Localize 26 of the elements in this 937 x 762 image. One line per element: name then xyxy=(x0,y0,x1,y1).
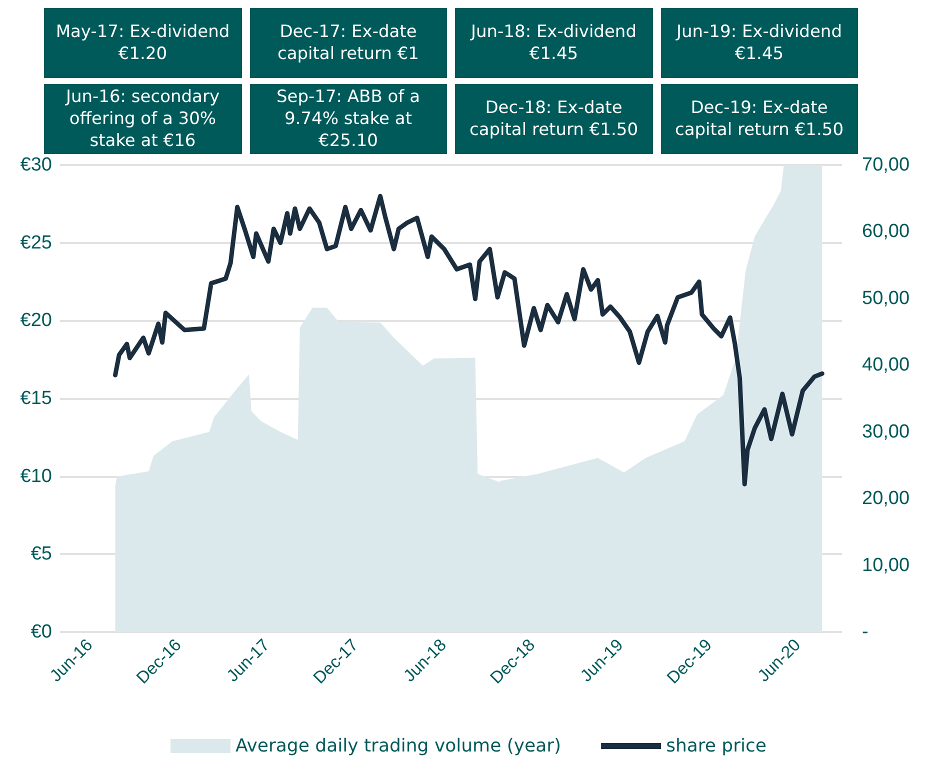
text: Dec-18: Ex-date capital return €1.50 xyxy=(455,84,652,154)
text: Jun-16: secondary offering of a 30% stake at €16 xyxy=(44,84,242,154)
y-tick-label: €30 xyxy=(20,154,52,176)
y-tick-label: €20 xyxy=(20,310,52,332)
y-tick-label: €5 xyxy=(30,544,52,565)
text: Dec-17: Ex-date capital return €1 xyxy=(250,8,447,78)
y-tick-label: €0 xyxy=(30,622,52,642)
line-series xyxy=(112,194,824,486)
y2-tick-label: 50,00 xyxy=(862,288,910,309)
text: May-17: Ex-dividend €1.20 xyxy=(44,8,242,78)
y2-tick-label: 40,00 xyxy=(862,354,910,376)
y2-tick-label: 30,00 xyxy=(862,421,910,442)
y2-tick-label: - xyxy=(862,622,868,642)
text: Sep-17: ABB of a 9.74% stake at €25.10 xyxy=(250,84,447,154)
y-tick-label: €25 xyxy=(20,232,52,254)
y2-tick-label: 10,00 xyxy=(862,554,910,576)
y2-tick-label: 60,00 xyxy=(862,221,910,242)
legend-label: share price xyxy=(666,736,766,756)
legend-label: Average daily trading volume (year) xyxy=(236,736,562,756)
y2-tick-label: 70,00 xyxy=(862,154,910,176)
text: Jun-19: Ex-dividend €1.45 xyxy=(660,8,858,78)
y-tick-label: €10 xyxy=(20,466,52,487)
y-tick-label: €15 xyxy=(20,388,52,409)
text: Dec-19: Ex-date capital return €1.50 xyxy=(660,84,858,154)
text: Jun-18: Ex-dividend €1.45 xyxy=(455,8,652,78)
y2-tick-label: 20,00 xyxy=(862,488,910,510)
